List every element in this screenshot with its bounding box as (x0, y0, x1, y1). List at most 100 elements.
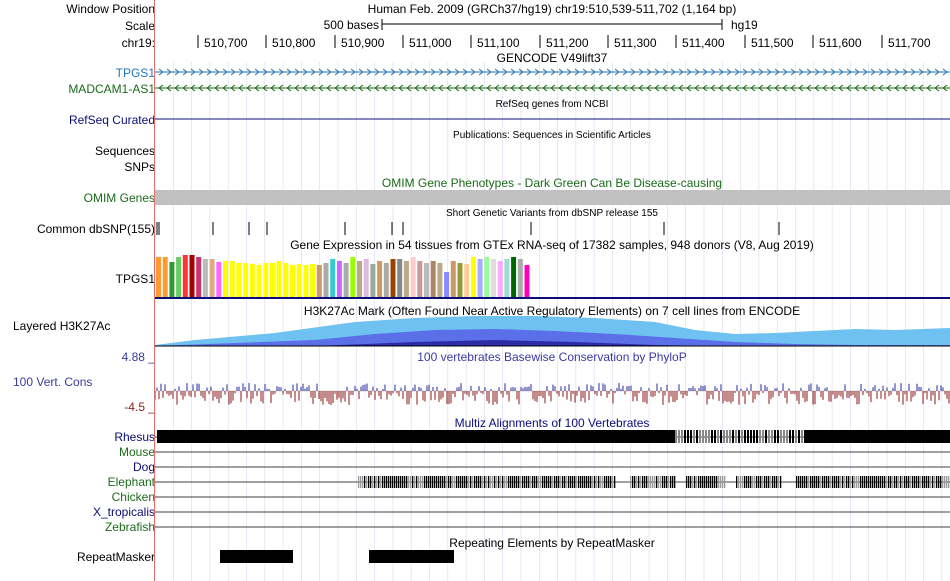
madcam1-strand-arrow (230, 84, 236, 92)
ruler-tick-label: 511,400 (682, 36, 725, 50)
window-position-label[interactable]: Window Position (66, 2, 155, 16)
madcam1-label[interactable]: MADCAM1-AS1 (68, 82, 155, 96)
elephant-alignment-segment (822, 476, 824, 488)
rhesus-alignment-segment (789, 430, 791, 443)
phylop-min-label[interactable]: -4.5 _ (124, 400, 155, 414)
elephant-alignment-segment (542, 476, 544, 488)
elephant-alignment-segment (928, 476, 930, 488)
madcam1-strand-arrow (806, 84, 812, 92)
tpgs1-strand-arrow (366, 68, 372, 76)
elephant-alignment-segment (540, 476, 542, 488)
elephant-alignment-segment (858, 476, 860, 488)
elephant-alignment-segment (866, 476, 868, 488)
tpgs1-strand-arrow (830, 68, 836, 76)
elephant-alignment-segment (852, 476, 854, 488)
gtex-tissue-bar (162, 257, 168, 297)
madcam1-strand-arrow (558, 84, 564, 92)
tpgs1-strand-arrow (526, 68, 532, 76)
gtex-tpgs1-label[interactable]: TPGS1 (115, 272, 155, 286)
tpgs1-strand-arrow (326, 68, 332, 76)
elephant-alignment-segment (518, 476, 520, 488)
madcam1-strand-arrow (646, 84, 652, 92)
scale-label[interactable]: Scale (124, 19, 155, 33)
rhesus-alignment-segment (756, 430, 758, 443)
gtex-tissue-bar (249, 264, 255, 297)
elephant-alignment-segment (638, 476, 640, 488)
madcam1-strand-arrow (734, 84, 740, 92)
madcam1-strand-arrow (350, 84, 356, 92)
ruler-tick-label: 511,300 (614, 36, 657, 50)
tpgs1-strand-arrow (286, 68, 292, 76)
h3k27ac-mid-layer (155, 329, 950, 346)
elephant-label[interactable]: Elephant (107, 475, 155, 489)
rhesus-alignment-segment (771, 430, 773, 443)
madcam1-strand-arrow (622, 84, 628, 92)
rhesus-label[interactable]: Rhesus (114, 430, 155, 444)
elephant-alignment-segment (874, 476, 876, 488)
zebrafish-label[interactable]: Zebrafish (104, 520, 155, 534)
elephant-alignment-segment (916, 476, 918, 488)
elephant-alignment-segment (582, 476, 584, 488)
gtex-tissue-bar (517, 259, 523, 297)
elephant-alignment-segment (838, 476, 840, 488)
gtex-tissue-bar (350, 257, 356, 297)
scale-assembly: hg19 (731, 18, 758, 32)
chicken-label[interactable]: Chicken (111, 490, 155, 504)
elephant-alignment-segment (672, 476, 674, 488)
madcam1-strand-arrow (630, 84, 636, 92)
cons-label[interactable]: 100 Vert. Cons (13, 375, 93, 389)
rhesus-alignment-segment (732, 430, 734, 443)
elephant-alignment-segment (646, 476, 648, 488)
elephant-alignment-segment (562, 476, 564, 488)
dbsnp-label[interactable]: Common dbSNP(155) (36, 222, 155, 236)
madcam1-strand-arrow (678, 84, 684, 92)
tpgs1-strand-arrow (574, 68, 580, 76)
omim-label[interactable]: OMIM Genes (83, 191, 155, 205)
madcam1-strand-arrow (334, 84, 340, 92)
elephant-alignment-segment (720, 476, 722, 488)
phylop-max-label[interactable]: 4.88 _ (121, 350, 155, 364)
elephant-alignment-segment (576, 476, 578, 488)
dog-label[interactable]: Dog (132, 460, 155, 474)
gtex-tissue-bar (484, 257, 490, 297)
elephant-alignment-segment (898, 476, 900, 488)
rhesus-alignment-segment (690, 430, 692, 443)
elephant-alignment-segment (900, 476, 902, 488)
sequences-label[interactable]: Sequences (94, 144, 155, 158)
refseq-label[interactable]: RefSeq Curated (68, 113, 155, 127)
elephant-alignment-segment (386, 476, 388, 488)
elephant-alignment-segment (556, 476, 558, 488)
elephant-alignment-segment (606, 476, 608, 488)
elephant-alignment-segment (526, 476, 528, 488)
repeatmasker-label[interactable]: RepeatMasker (76, 550, 155, 564)
elephant-alignment-segment (948, 476, 950, 488)
elephant-alignment-segment (914, 476, 916, 488)
elephant-alignment-segment (886, 476, 888, 488)
tpgs1-strand-arrow (454, 68, 460, 76)
tpgs1-strand-arrow (302, 68, 308, 76)
mouse-label[interactable]: Mouse (118, 445, 155, 459)
elephant-alignment-segment (530, 476, 532, 488)
tpgs1-gencode-label[interactable]: TPGS1 (115, 66, 155, 80)
genome-browser-image[interactable]: 500 bases hg19 510,700 510,800 510,900 511,00… (155, 0, 950, 581)
madcam1-strand-arrow (862, 84, 868, 92)
gtex-tissue-bar (403, 261, 409, 297)
ruler-tick-label: 511,500 (751, 36, 794, 50)
chr-label[interactable]: chr19: (121, 36, 155, 50)
h3k27ac-label[interactable]: Layered H3K27Ac (13, 319, 111, 333)
rhesus-alignment-segment (783, 430, 785, 443)
elephant-alignment-segment (588, 476, 590, 488)
madcam1-strand-arrow (302, 84, 308, 92)
elephant-alignment-segment (650, 476, 652, 488)
elephant-alignment-segment (558, 476, 560, 488)
tpgs1-strand-arrow (486, 68, 492, 76)
elephant-alignment-segment (534, 476, 536, 488)
tpgs1-strand-arrow (542, 68, 548, 76)
snps-label[interactable]: SNPs (124, 160, 155, 174)
track-canvas[interactable]: 500 bases hg19 510,700 510,800 510,900 511,00… (155, 0, 950, 581)
tpgs1-strand-arrow (334, 68, 340, 76)
madcam1-strand-arrow (878, 84, 884, 92)
xtropicalis-label[interactable]: X_tropicalis (92, 505, 155, 519)
elephant-alignment-segment (856, 476, 858, 488)
gtex-tissue-bar (216, 262, 222, 297)
